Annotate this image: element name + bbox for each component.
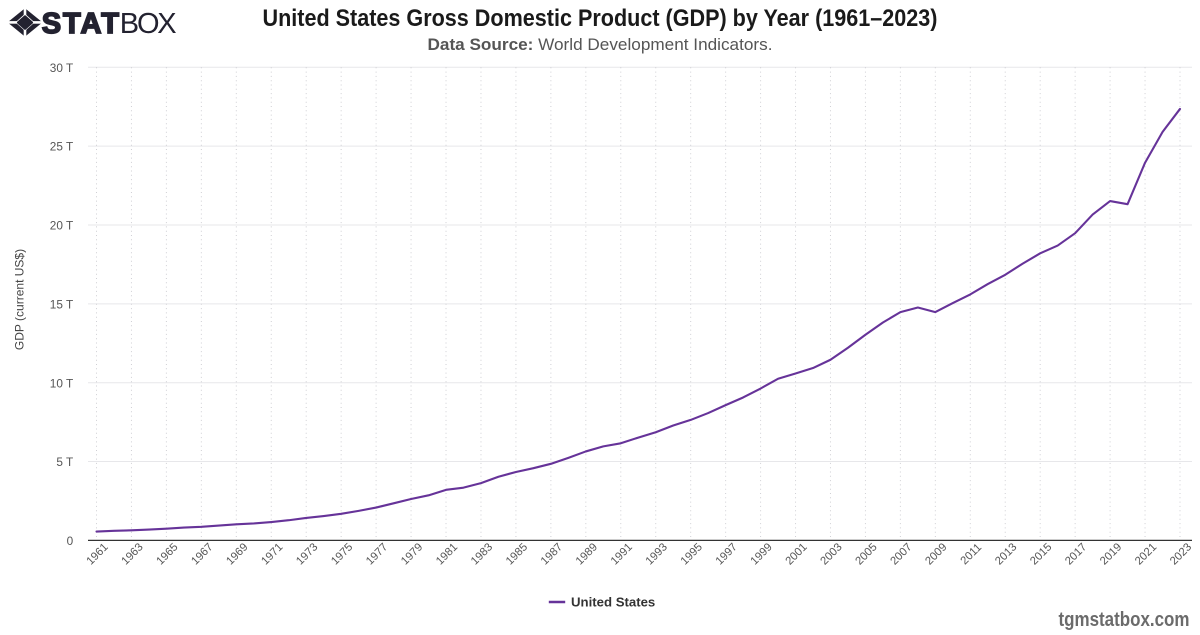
svg-text:tgmstatbox.com: tgmstatbox.com [1059, 608, 1190, 630]
svg-text:25 T: 25 T [50, 140, 73, 154]
svg-text:10 T: 10 T [50, 376, 73, 390]
svg-text:20 T: 20 T [50, 219, 73, 233]
svg-text:STAT: STAT [42, 8, 121, 40]
svg-text:GDP (current US$): GDP (current US$) [13, 249, 27, 350]
svg-text:30 T: 30 T [50, 61, 73, 75]
svg-text:15 T: 15 T [50, 298, 73, 312]
svg-text:Data Source: World Development: Data Source: World Development Indicator… [428, 36, 773, 54]
svg-text:United States: United States [571, 595, 655, 610]
svg-text:United States Gross Domestic P: United States Gross Domestic Product (GD… [263, 5, 938, 32]
svg-text:5 T: 5 T [56, 455, 73, 469]
svg-text:BOX: BOX [120, 8, 176, 40]
svg-text:0: 0 [67, 534, 74, 548]
